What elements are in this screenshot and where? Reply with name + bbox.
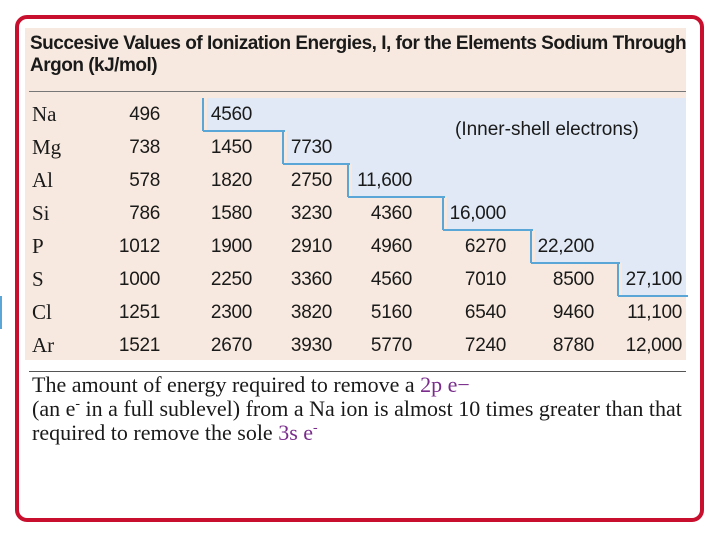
ionization-value: 9460 bbox=[552, 302, 594, 323]
ionization-value: 4960 bbox=[370, 236, 412, 257]
caption-part-4: in a full sublevel) from a Na ion is alm… bbox=[32, 396, 682, 445]
inner-shell-shade bbox=[447, 197, 686, 230]
ionization-value: 11,100 bbox=[627, 302, 682, 323]
ionization-value: 2910 bbox=[290, 236, 332, 257]
ionization-value: 6540 bbox=[464, 302, 506, 323]
element-symbol: Si bbox=[32, 201, 50, 225]
element-symbol: P bbox=[32, 234, 44, 258]
ionization-value: 1521 bbox=[118, 335, 160, 356]
shell-boundary-line bbox=[282, 131, 284, 164]
ionization-value bbox=[592, 197, 682, 230]
shell-boundary-line bbox=[203, 130, 285, 132]
ionization-value bbox=[592, 230, 682, 263]
inner-shell-shade bbox=[535, 230, 686, 263]
ionization-value: 3360 bbox=[290, 269, 332, 290]
caption-minus-1: − bbox=[457, 372, 470, 397]
ionization-value: 8500 bbox=[552, 269, 594, 290]
shell-boundary-line bbox=[348, 196, 445, 198]
ionization-value: 16,000 bbox=[449, 203, 507, 224]
ionization-value: 1900 bbox=[210, 236, 252, 257]
ionization-value: 22,200 bbox=[537, 236, 595, 257]
shell-boundary-line bbox=[202, 98, 204, 131]
ionization-value: 2750 bbox=[290, 170, 332, 191]
shell-boundary-line bbox=[443, 229, 533, 231]
ionization-value: 4560 bbox=[370, 269, 412, 290]
ionization-value bbox=[322, 98, 412, 131]
ionization-value bbox=[242, 98, 332, 131]
ionization-value bbox=[504, 164, 594, 197]
ionization-value bbox=[322, 131, 412, 164]
ionization-value: 7240 bbox=[464, 335, 506, 356]
element-symbol: S bbox=[32, 267, 44, 291]
ionization-value bbox=[504, 197, 594, 230]
shell-boundary-line bbox=[531, 262, 620, 264]
inner-shell-shade bbox=[207, 98, 686, 131]
ionization-value: 12,000 bbox=[625, 335, 683, 356]
inner-shell-label: (Inner-shell electrons) bbox=[455, 119, 639, 140]
ionization-value: 8780 bbox=[552, 335, 594, 356]
ionization-value: 5160 bbox=[370, 302, 412, 323]
element-symbol: Mg bbox=[32, 135, 62, 159]
shell-boundary-line bbox=[617, 263, 619, 296]
shell-boundary-line bbox=[283, 163, 350, 165]
ionization-value: 4360 bbox=[370, 203, 412, 224]
ionization-value: 3230 bbox=[290, 203, 332, 224]
table-title: Succesive Values of Ionization Energies,… bbox=[30, 33, 687, 76]
ionization-value: 5770 bbox=[370, 335, 412, 356]
element-symbol: Al bbox=[32, 168, 53, 192]
caption-text: The amount of energy required to remove … bbox=[32, 373, 692, 445]
ionization-value: 3820 bbox=[290, 302, 332, 323]
shell-boundary-line bbox=[347, 164, 349, 197]
ionization-value: 1450 bbox=[210, 137, 252, 158]
inner-shell-shade bbox=[352, 164, 686, 197]
orbital-2p: 2p bbox=[420, 372, 443, 397]
element-symbol: Cl bbox=[32, 300, 52, 324]
ionization-value: 11,600 bbox=[357, 170, 412, 191]
ionization-value bbox=[416, 164, 506, 197]
ionization-value: 3930 bbox=[290, 335, 332, 356]
ionization-value: 1820 bbox=[210, 170, 252, 191]
element-symbol: Ar bbox=[32, 333, 55, 357]
shell-boundary-line bbox=[442, 197, 444, 230]
ionization-value: 496 bbox=[129, 104, 160, 125]
ionization-value: 786 bbox=[129, 203, 160, 224]
ionization-value: 738 bbox=[129, 137, 160, 158]
caption-part-2: e bbox=[442, 372, 458, 397]
ionization-value: 2300 bbox=[210, 302, 252, 323]
ionization-value: 6270 bbox=[464, 236, 506, 257]
top-rule bbox=[29, 91, 686, 92]
ionization-value: 7730 bbox=[290, 137, 332, 158]
inner-shell-shade bbox=[287, 131, 686, 164]
ionization-value: 1012 bbox=[118, 236, 160, 257]
ionization-value: 2250 bbox=[210, 269, 252, 290]
element-symbol: Na bbox=[32, 102, 57, 126]
inner-shell-shade bbox=[622, 263, 686, 296]
shell-boundary-line bbox=[530, 230, 532, 263]
ionization-value: 578 bbox=[129, 170, 160, 191]
orbital-3s: 3s bbox=[278, 420, 298, 445]
caption-part-5: e bbox=[297, 420, 314, 445]
ionization-value: 4560 bbox=[210, 104, 252, 125]
caption-minus-2: - bbox=[75, 396, 81, 412]
ionization-value: 1000 bbox=[118, 269, 160, 290]
shell-boundary-line bbox=[0, 296, 2, 329]
caption-part-1: The amount of energy required to remove … bbox=[32, 372, 421, 397]
shell-boundary-line bbox=[618, 295, 688, 297]
caption-part-3: (an e bbox=[32, 396, 76, 421]
ionization-value: 2670 bbox=[210, 335, 252, 356]
ionization-value bbox=[592, 164, 682, 197]
ionization-value: 1580 bbox=[210, 203, 252, 224]
ionization-value: 27,100 bbox=[625, 269, 683, 290]
ionization-value: 7010 bbox=[464, 269, 506, 290]
bottom-rule bbox=[29, 371, 686, 372]
caption-minus-3: - bbox=[313, 420, 318, 436]
ionization-value: 1251 bbox=[118, 302, 160, 323]
